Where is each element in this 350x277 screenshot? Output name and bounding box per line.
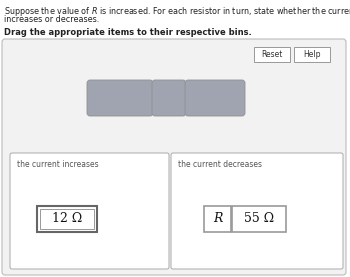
FancyBboxPatch shape [254,47,290,62]
Text: the current increases: the current increases [17,160,99,169]
FancyBboxPatch shape [152,80,186,116]
Text: 55 Ω: 55 Ω [244,212,274,225]
Text: Reset: Reset [261,50,283,59]
FancyBboxPatch shape [204,206,231,232]
Text: 12 Ω: 12 Ω [52,212,82,225]
FancyBboxPatch shape [10,153,169,269]
FancyBboxPatch shape [2,39,346,275]
FancyBboxPatch shape [171,153,343,269]
FancyBboxPatch shape [87,80,153,116]
FancyBboxPatch shape [294,47,330,62]
Text: Suppose the value of $R$ is increased. For each resistor in turn, state whether : Suppose the value of $R$ is increased. F… [4,5,350,18]
Text: Help: Help [303,50,321,59]
FancyBboxPatch shape [185,80,245,116]
Text: the current decreases: the current decreases [178,160,262,169]
FancyBboxPatch shape [37,206,97,232]
FancyBboxPatch shape [232,206,286,232]
Text: increases or decreases.: increases or decreases. [4,15,99,24]
Text: R: R [213,212,222,225]
Text: Drag the appropriate items to their respective bins.: Drag the appropriate items to their resp… [4,28,252,37]
